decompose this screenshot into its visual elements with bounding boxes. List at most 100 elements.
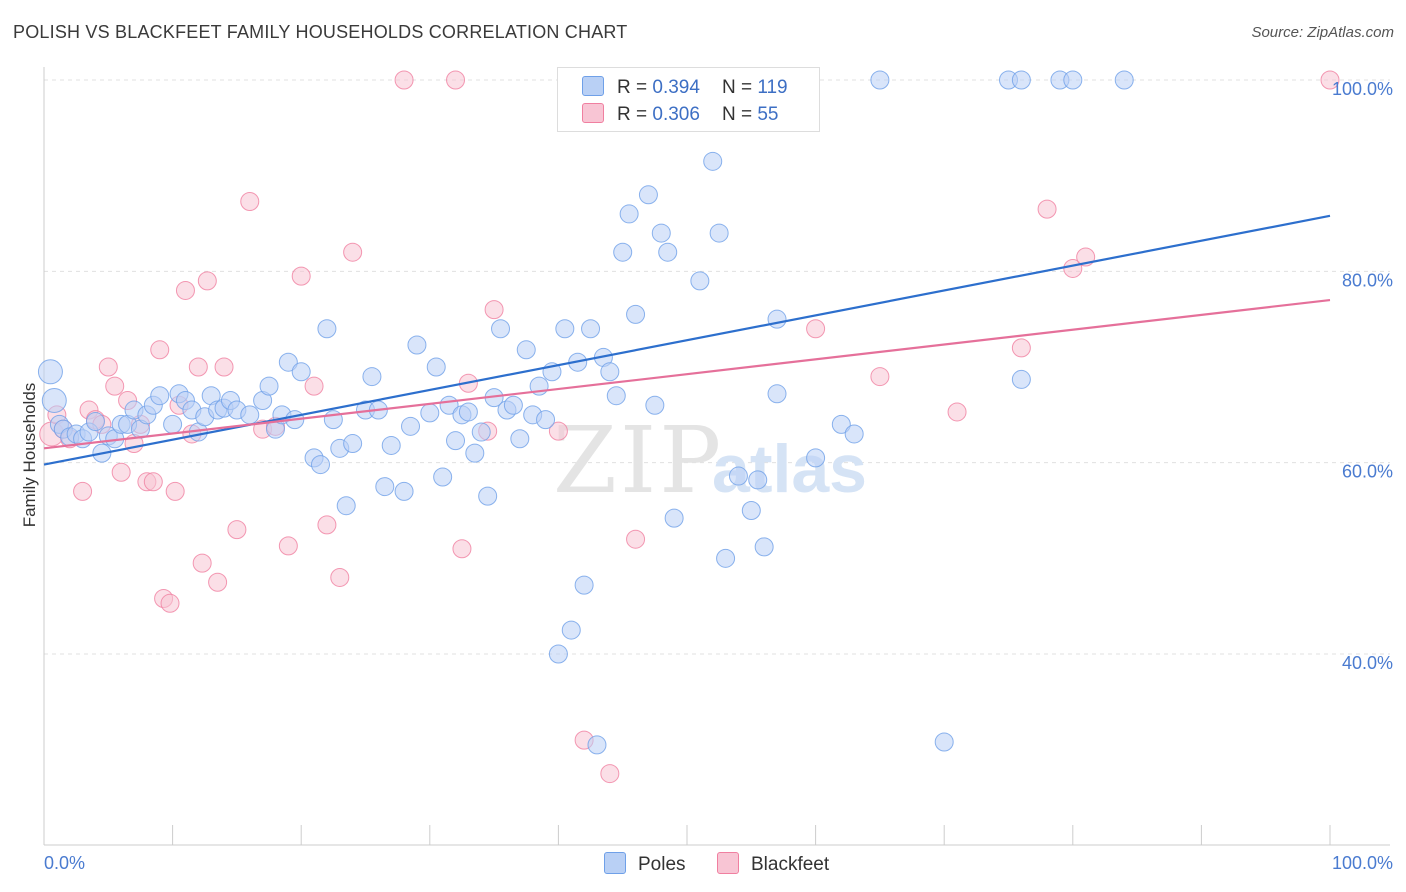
poles-point	[381, 435, 401, 455]
poles-point	[741, 501, 761, 520]
poles-point	[555, 319, 575, 339]
y-tick-label: 100.0%	[1332, 79, 1393, 99]
poles-point	[600, 362, 620, 382]
poles-point	[343, 434, 363, 454]
source-label: Source: ZipAtlas.com	[1251, 24, 1394, 41]
blackfeet-point	[304, 376, 324, 396]
poles-point	[150, 386, 170, 406]
blackfeet-point	[175, 280, 195, 300]
blackfeet-point	[111, 462, 131, 482]
poles-point	[870, 70, 890, 90]
watermark: ZIP atlas	[553, 407, 867, 514]
poles-point	[85, 412, 105, 432]
poles-point	[471, 422, 491, 442]
blackfeet-point	[1320, 70, 1340, 90]
legend-row-poles: R = 0.394 N = 119	[582, 76, 788, 100]
trend-lines	[43, 214, 1331, 466]
blackfeet-swatch	[582, 103, 604, 123]
blackfeet-point	[98, 357, 118, 377]
y-tick-label: 80.0%	[1342, 270, 1393, 290]
poles-point	[516, 340, 536, 360]
poles-point	[394, 481, 414, 501]
poles-point	[1114, 70, 1134, 90]
poles-point	[728, 466, 748, 486]
blackfeet-r-label: R =	[617, 104, 648, 125]
y-axis-label: Family Households	[20, 383, 39, 528]
poles-point	[934, 732, 954, 752]
watermark-zip: ZIP	[553, 407, 724, 514]
poles-point	[709, 223, 729, 243]
blackfeet-r-value: 0.306	[652, 104, 700, 125]
blackfeet-point	[214, 357, 234, 377]
poles-point	[491, 319, 511, 339]
blackfeet-point	[870, 367, 890, 387]
blackfeet-point	[947, 402, 967, 422]
poles-point	[844, 424, 864, 444]
poles-point	[748, 470, 768, 490]
poles-point	[1011, 70, 1031, 90]
poles-point	[651, 223, 671, 243]
x-tick-label-max: 100.0%	[1332, 853, 1393, 873]
blackfeet-point	[343, 242, 363, 262]
blackfeet-point	[165, 481, 185, 501]
bottom-poles-swatch	[604, 852, 626, 874]
poles-point	[259, 376, 279, 396]
bottom-blackfeet-swatch	[717, 852, 739, 874]
bottom-legend-poles: Poles	[604, 852, 686, 876]
poles-r-value: 0.394	[652, 77, 700, 98]
blackfeet-point	[446, 70, 466, 90]
poles-point	[767, 309, 787, 329]
blackfeet-point	[548, 421, 568, 441]
poles-point	[703, 151, 723, 171]
poles-point	[433, 467, 453, 487]
blackfeet-trend-line	[43, 298, 1331, 450]
poles-point	[561, 620, 581, 640]
legend-row-blackfeet: R = 0.306 N = 55	[582, 103, 790, 127]
poles-point	[664, 508, 684, 528]
blackfeet-point	[452, 539, 472, 559]
axes	[43, 67, 1390, 846]
grid-lines	[44, 79, 1390, 655]
poles-point	[716, 548, 736, 568]
bottom-legend-blackfeet: Blackfeet	[717, 852, 829, 876]
blackfeet-point	[1011, 338, 1031, 358]
poles-point	[581, 319, 601, 339]
poles-n-label: N =	[721, 77, 753, 98]
poles-r-label: R =	[617, 77, 648, 98]
poles-point	[645, 395, 665, 415]
tick-labels: 40.0% 60.0% 80.0% 100.0% 0.0% 100.0%	[44, 79, 1393, 873]
poles-point	[1011, 369, 1031, 389]
poles-point	[536, 410, 556, 430]
poles-point	[478, 486, 498, 506]
poles-point	[606, 386, 626, 406]
poles-point	[420, 403, 440, 423]
blackfeet-point	[317, 515, 337, 535]
poles-point	[41, 387, 67, 413]
poles-point	[465, 443, 485, 463]
x-tick-label-min: 0.0%	[44, 853, 85, 873]
poles-point	[638, 185, 658, 205]
poles-swatch	[582, 76, 604, 96]
blackfeet-point	[278, 536, 298, 556]
poles-point	[401, 416, 421, 436]
poles-point	[317, 319, 337, 339]
poles-point	[240, 405, 260, 425]
blackfeet-n-value: 55	[757, 104, 779, 125]
blackfeet-point	[394, 70, 414, 90]
poles-point	[310, 455, 330, 475]
y-tick-label: 60.0%	[1342, 462, 1393, 482]
chart-title: POLISH VS BLACKFEET FAMILY HOUSEHOLDS CO…	[13, 22, 628, 42]
poles-point	[503, 395, 523, 415]
bottom-poles-label: Poles	[638, 854, 686, 875]
legend: R = 0.394 N = 119 R = 0.306 N = 55	[557, 67, 820, 132]
poles-point	[806, 448, 826, 468]
blackfeet-point	[150, 340, 170, 360]
bottom-blackfeet-label: Blackfeet	[751, 854, 830, 875]
poles-point	[163, 414, 183, 434]
blackfeet-point	[1037, 199, 1057, 219]
poles-point	[407, 335, 427, 355]
poles-point	[1063, 70, 1083, 90]
blackfeet-point	[484, 300, 504, 320]
blackfeet-point	[105, 376, 125, 396]
